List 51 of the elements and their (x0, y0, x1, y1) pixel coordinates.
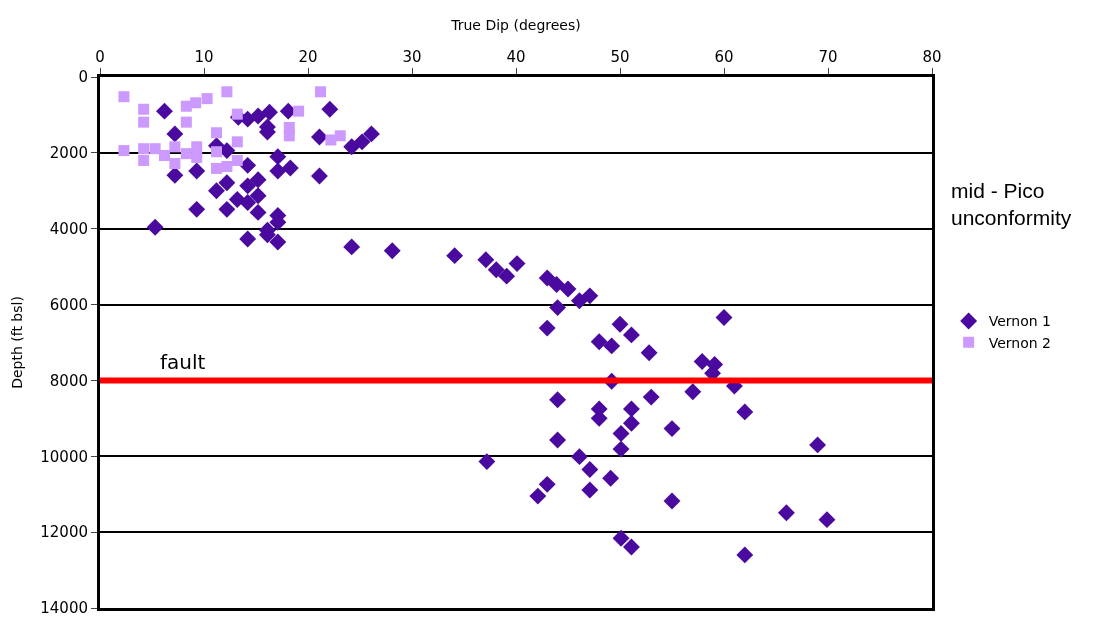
y-axis-title: Depth (ft bsl) (8, 296, 25, 389)
point (210, 162, 222, 174)
point (334, 130, 346, 142)
x-tick-label: 30 (402, 48, 422, 66)
ref-line-label: fault (160, 350, 206, 374)
x-tick-label: 10 (194, 48, 214, 66)
point (191, 151, 203, 163)
point (283, 130, 295, 142)
x-tick-label: 40 (506, 48, 526, 66)
x-tick-label: 70 (818, 48, 838, 66)
y-tick-label: 8000 (49, 371, 88, 390)
x-tick-label: 50 (610, 48, 630, 66)
point (325, 134, 337, 146)
y-tick-label: 2000 (49, 144, 88, 163)
point (149, 143, 161, 155)
point (180, 116, 192, 128)
text: mid - Pico unconformity (951, 179, 1072, 230)
point (138, 143, 150, 155)
legend-label: Vernon 2 (988, 334, 1051, 351)
point (169, 141, 181, 153)
point (138, 103, 150, 115)
point (314, 86, 326, 98)
point (293, 105, 305, 117)
x-tick-label: 0 (95, 48, 105, 66)
y-tick-label: 4000 (49, 219, 88, 238)
point (138, 116, 150, 128)
point (138, 154, 150, 166)
point (221, 161, 233, 173)
point (191, 141, 203, 153)
point (210, 146, 222, 158)
point (190, 97, 202, 109)
y-tick-label: 0 (78, 68, 88, 87)
x-tick-label: 20 (298, 48, 318, 66)
point (210, 127, 222, 139)
x-tick-label: 80 (922, 48, 942, 66)
point (169, 157, 181, 169)
x-tick-label: 60 (714, 48, 734, 66)
y-tick-label: 14000 (40, 599, 88, 618)
point (231, 136, 243, 148)
y-tick-label: 12000 (40, 523, 88, 542)
point (158, 150, 170, 162)
point (201, 93, 213, 105)
x-axis-title: True Dip (degrees) (450, 16, 581, 33)
y-tick-label: 6000 (49, 295, 88, 314)
y-tick-label: 10000 (40, 447, 88, 466)
point (118, 145, 130, 157)
point (221, 86, 233, 98)
point (231, 154, 243, 166)
point (180, 148, 192, 160)
point (118, 91, 130, 103)
legend-label: Vernon 1 (988, 313, 1051, 330)
